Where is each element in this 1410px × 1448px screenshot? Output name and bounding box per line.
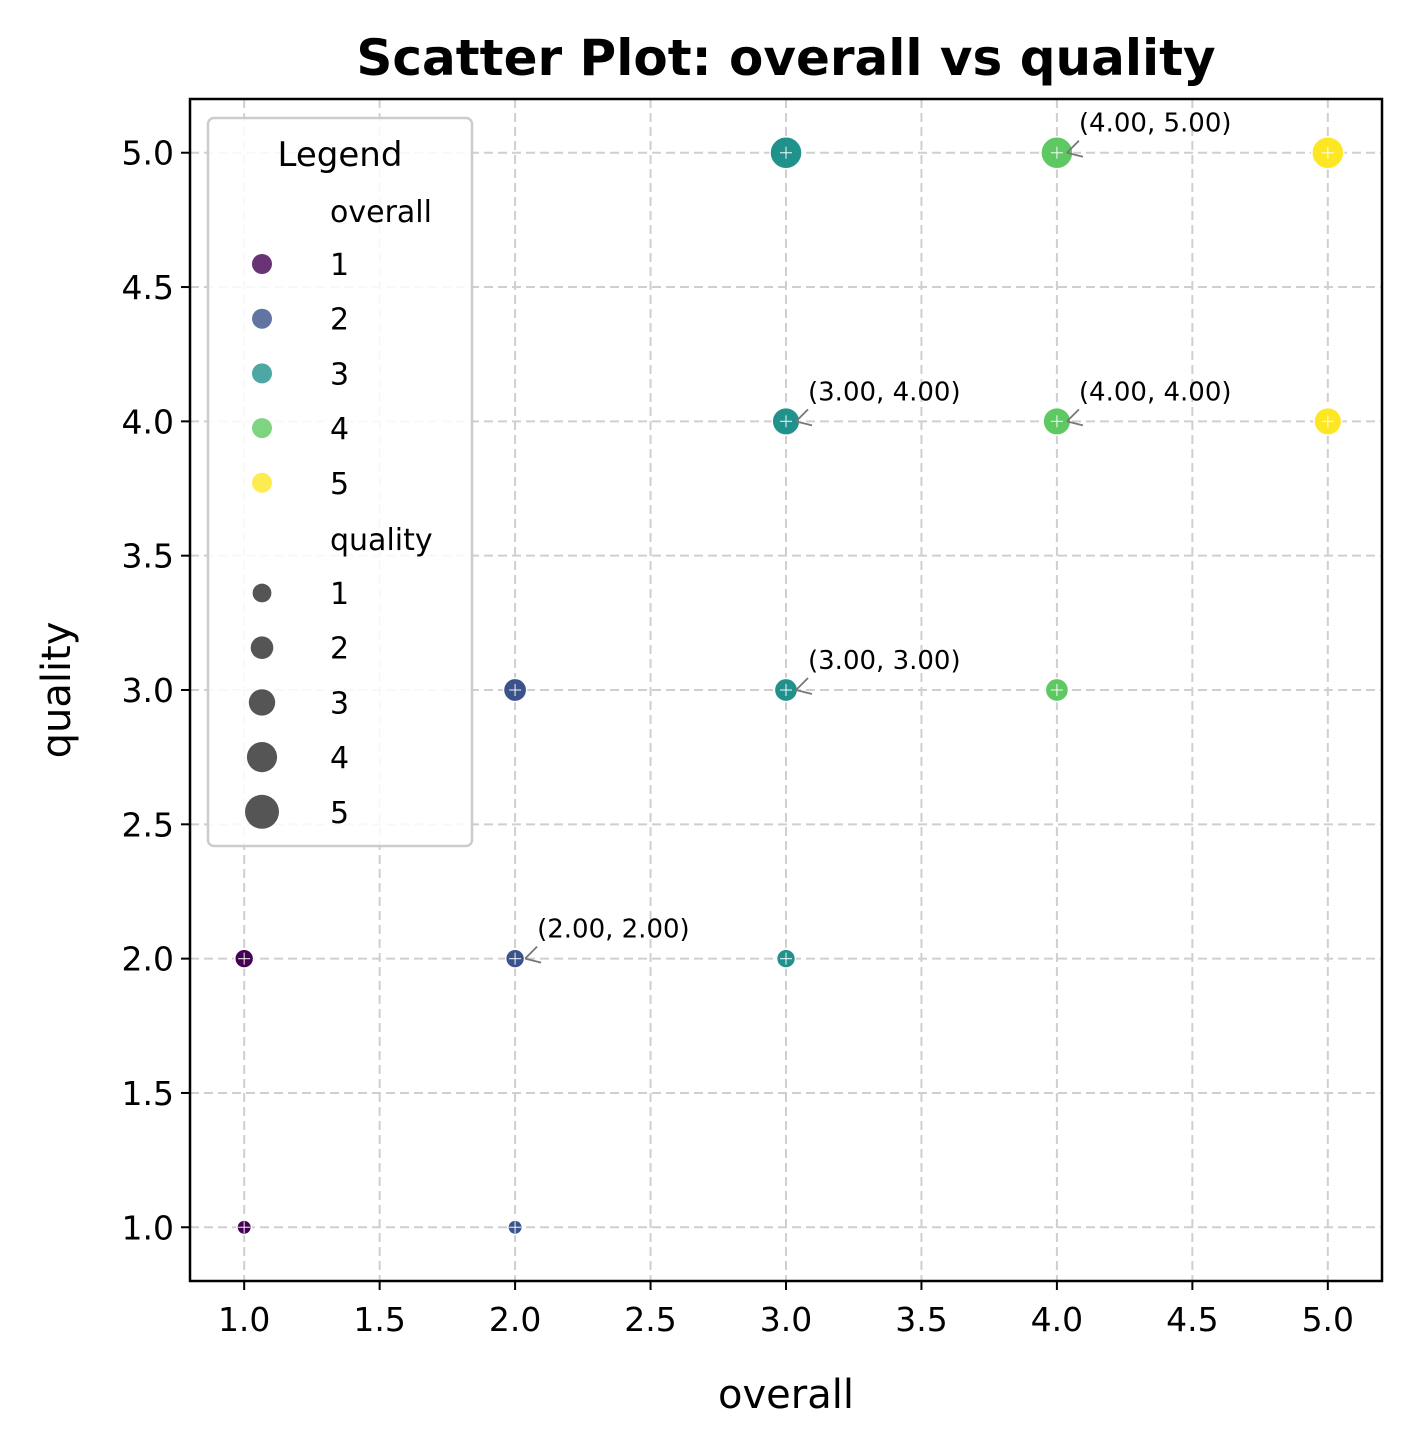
y-axis-label: quality bbox=[34, 622, 80, 759]
x-tick-label: 3.5 bbox=[895, 1300, 947, 1339]
annotation-arrow bbox=[795, 677, 813, 695]
annotation-arrow bbox=[1066, 140, 1084, 158]
x-tick-label: 1.0 bbox=[218, 1300, 270, 1339]
x-tick-label: 4.0 bbox=[1031, 1300, 1083, 1339]
y-tick-label: 1.5 bbox=[122, 1074, 174, 1113]
x-tick-label: 2.0 bbox=[489, 1300, 541, 1339]
annotation-arrow bbox=[795, 408, 813, 427]
y-tick-label: 2.5 bbox=[122, 805, 174, 844]
legend-size-swatch bbox=[248, 689, 276, 716]
y-tick-label: 2.0 bbox=[122, 940, 174, 979]
annotation-label: (3.00, 4.00) bbox=[808, 377, 961, 407]
chart-title: Scatter Plot: overall vs quality bbox=[356, 29, 1215, 87]
legend-title: Legend bbox=[278, 135, 403, 175]
y-tick-label: 1.0 bbox=[122, 1208, 174, 1247]
y-tick-label: 4.0 bbox=[122, 402, 174, 441]
legend-size-label: 4 bbox=[330, 741, 349, 776]
legend-hue-label: 5 bbox=[330, 467, 349, 502]
legend-hue-title: overall bbox=[330, 195, 432, 230]
legend-size-swatch bbox=[246, 742, 278, 773]
x-tick-label: 5.0 bbox=[1302, 1300, 1354, 1339]
legend-size-label: 3 bbox=[330, 686, 349, 721]
x-tick-label: 2.5 bbox=[624, 1300, 676, 1339]
annotation-label: (4.00, 5.00) bbox=[1079, 109, 1232, 139]
legend-size-swatch bbox=[252, 583, 272, 603]
data-points bbox=[234, 135, 1345, 1236]
annotation-label: (3.00, 3.00) bbox=[808, 646, 961, 676]
legend-box bbox=[206, 116, 474, 848]
annotation-label: (4.00, 4.00) bbox=[1079, 377, 1232, 407]
legend-hue-swatch bbox=[252, 254, 272, 274]
legend-hue-label: 4 bbox=[330, 412, 349, 447]
legend-hue-swatch bbox=[252, 418, 272, 439]
legend-hue-label: 3 bbox=[330, 357, 349, 392]
x-tick-label: 3.0 bbox=[760, 1300, 812, 1339]
legend-size-label: 1 bbox=[330, 577, 349, 612]
x-axis-label: overall bbox=[718, 1372, 854, 1418]
legend-size-swatch bbox=[250, 636, 274, 659]
y-tick-label: 3.0 bbox=[122, 671, 174, 710]
legend-size-swatch bbox=[245, 794, 279, 829]
legend-size-label: 5 bbox=[330, 796, 349, 831]
legend-hue-label: 2 bbox=[330, 303, 349, 338]
y-axis-ticks: 1.0 1.5 2.0 2.5 3.0 3.5 4.0 4.5 5.0 bbox=[122, 134, 190, 1247]
legend: Legend overall 1 2 3 4 5 quality 1 2 3 4 5 bbox=[206, 116, 474, 848]
annotations: (2.00, 2.00) (3.00, 3.00) (3.00, 4.00) (4.0… bbox=[524, 109, 1232, 964]
y-tick-label: 5.0 bbox=[122, 134, 174, 173]
y-tick-label: 4.5 bbox=[122, 268, 174, 307]
legend-hue-swatch bbox=[252, 472, 272, 493]
x-axis-ticks: 1.0 1.5 2.0 2.5 3.0 3.5 4.0 4.5 5.0 bbox=[218, 1281, 1354, 1339]
annotation-arrow bbox=[1066, 408, 1084, 427]
legend-hue-swatch bbox=[252, 308, 272, 329]
legend-size-label: 2 bbox=[330, 632, 349, 667]
legend-hue-swatch bbox=[252, 363, 272, 384]
annotation-label: (2.00, 2.00) bbox=[537, 915, 690, 945]
legend-hue-label: 1 bbox=[330, 248, 349, 283]
legend-size-title: quality bbox=[330, 523, 433, 558]
x-tick-label: 4.5 bbox=[1166, 1300, 1218, 1339]
y-tick-label: 3.5 bbox=[122, 537, 174, 576]
annotation-arrow bbox=[524, 945, 542, 964]
x-tick-label: 1.5 bbox=[353, 1300, 405, 1339]
